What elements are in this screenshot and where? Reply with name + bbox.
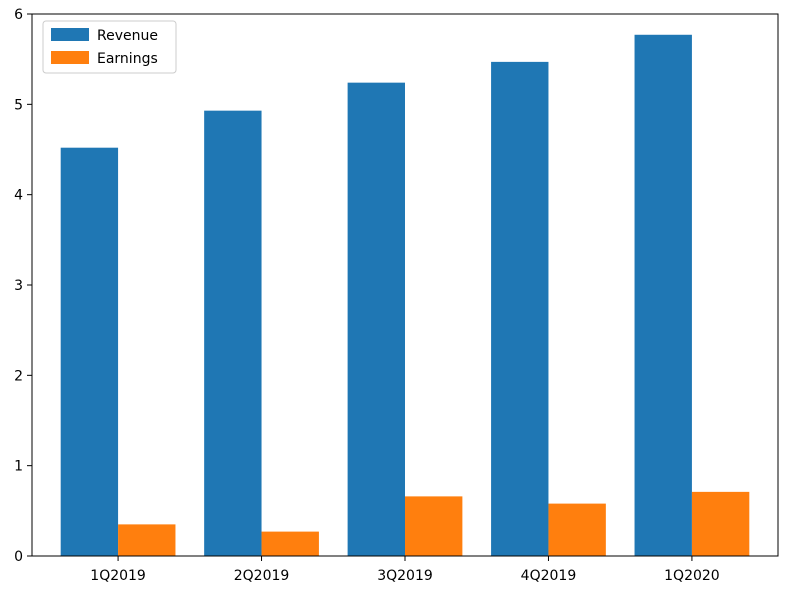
y-tick-label: 3: [14, 278, 23, 294]
bar-earnings-4q2019: [548, 503, 606, 556]
bar-earnings-1q2019: [118, 524, 176, 556]
bar-revenue-1q2020: [634, 34, 692, 556]
y-tick-label: 5: [14, 97, 23, 113]
legend-label-earnings: Earnings: [97, 51, 158, 67]
x-tick-label: 4Q2019: [521, 568, 577, 584]
legend-swatch-revenue: [51, 28, 89, 41]
bar-earnings-3q2019: [405, 496, 463, 556]
axes-layer: 0 1 2 3 4 5 6 1Q2019 2Q2019 3Q2019 4Q2019 1Q2020: [14, 7, 779, 584]
y-tick-label: 6: [14, 7, 23, 23]
bar-earnings-2q2019: [261, 531, 319, 556]
legend: Revenue Earnings: [42, 20, 177, 74]
bar-earnings-1q2020: [691, 491, 750, 556]
bar-revenue-3q2019: [347, 82, 405, 557]
y-tick-label: 4: [14, 188, 23, 204]
bar-revenue-1q2019: [60, 147, 119, 556]
legend-swatch-earnings: [51, 51, 89, 64]
x-tick-label: 1Q2019: [90, 568, 146, 584]
y-tick-label: 0: [14, 549, 23, 565]
x-tick-label: 2Q2019: [234, 568, 290, 584]
bar-revenue-4q2019: [491, 61, 549, 556]
y-tick-label: 2: [14, 368, 23, 384]
x-tick-label: 1Q2020: [664, 568, 720, 584]
bars-layer: [60, 34, 750, 557]
y-tick-label: 1: [14, 459, 23, 475]
x-tick-label: 3Q2019: [377, 568, 433, 584]
bar-revenue-2q2019: [204, 110, 262, 556]
legend-label-revenue: Revenue: [97, 28, 158, 44]
